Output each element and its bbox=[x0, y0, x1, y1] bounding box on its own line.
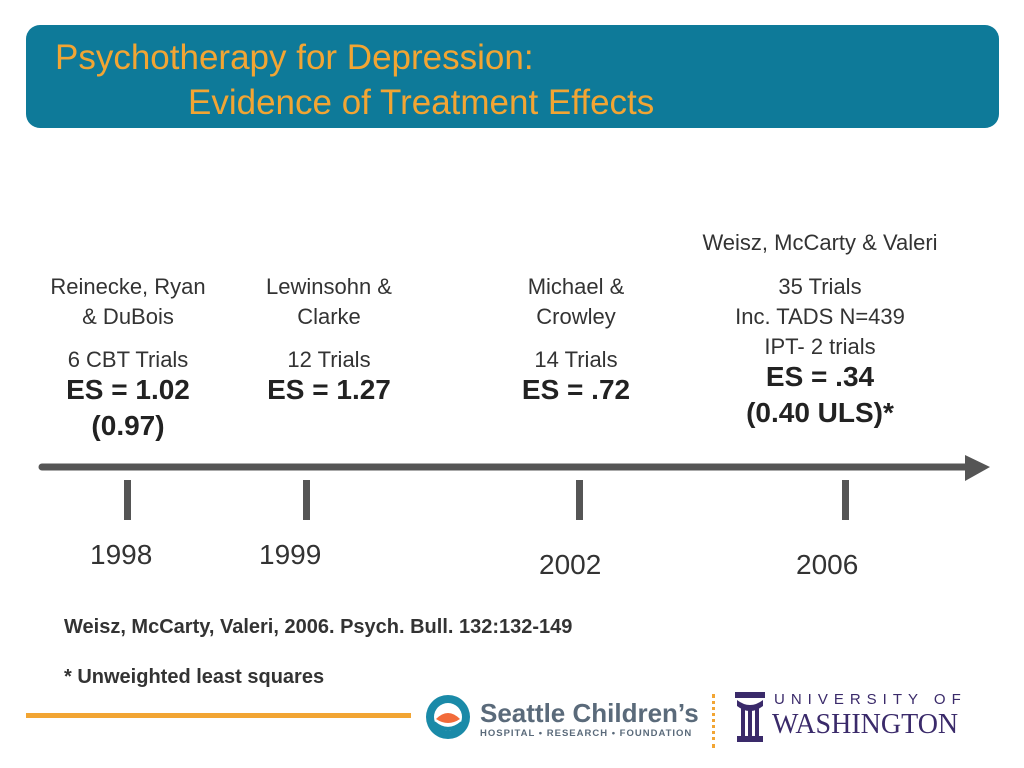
study-michael: Michael & Crowley 14 Trials ES = .72 bbox=[476, 272, 676, 408]
footnote: * Unweighted least squares bbox=[64, 666, 325, 688]
title-bar bbox=[26, 25, 999, 128]
study-authors: Michael & bbox=[527, 274, 625, 299]
uw-university-of: UNIVERSITY OF bbox=[774, 691, 967, 708]
year-label: 2006 bbox=[796, 549, 859, 580]
study-authors: Reinecke, Ryan bbox=[50, 274, 206, 299]
footer-divider bbox=[712, 694, 715, 748]
year-label: 1999 bbox=[259, 539, 322, 570]
study-trials: 12 Trials bbox=[287, 347, 371, 372]
study-lewinsohn: Lewinsohn & Clarke 12 Trials ES = 1.27 bbox=[229, 272, 429, 408]
study-effect-size: ES = .34 bbox=[765, 361, 875, 392]
footer-accent-line bbox=[26, 713, 411, 718]
seattle-childrens-name: Seattle Children’s bbox=[480, 698, 699, 728]
year-label: 2002 bbox=[539, 549, 602, 580]
uw-washington: WASHINGTON bbox=[772, 709, 959, 740]
study-authors: Weisz, McCarty & Valeri bbox=[702, 230, 938, 255]
study-reinecke: Reinecke, Ryan & DuBois 6 CBT Trials ES … bbox=[28, 272, 228, 444]
seattle-childrens-subtitle: HOSPITAL • RESEARCH • FOUNDATION bbox=[480, 728, 693, 739]
study-effect-size: ES = 1.27 bbox=[267, 374, 391, 405]
study-trials: 35 Trials bbox=[778, 274, 862, 299]
citation: Weisz, McCarty, Valeri, 2006. Psych. Bul… bbox=[64, 616, 573, 638]
timeline-tick-1998 bbox=[124, 480, 131, 520]
study-authors: & DuBois bbox=[82, 304, 174, 329]
study-authors: Crowley bbox=[536, 304, 616, 329]
study-authors: Clarke bbox=[297, 304, 361, 329]
seattle-childrens-logo-icon bbox=[426, 695, 470, 739]
study-trials: Inc. TADS N=439 bbox=[735, 304, 905, 329]
study-trials: IPT- 2 trials bbox=[764, 334, 876, 359]
study-authors: Lewinsohn & bbox=[266, 274, 392, 299]
study-weisz: Weisz, McCarty & Valeri 35 Trials Inc. T… bbox=[670, 228, 970, 431]
page-title-line2: Evidence of Treatment Effects bbox=[188, 83, 655, 122]
page-title-line1: Psychotherapy for Depression: bbox=[55, 38, 534, 77]
study-effect-size: ES = .72 bbox=[521, 374, 631, 405]
study-trials: 6 CBT Trials bbox=[67, 347, 189, 372]
study-effect-size: (0.97) bbox=[91, 410, 165, 441]
study-trials: 14 Trials bbox=[534, 347, 618, 372]
timeline-tick-1999 bbox=[303, 480, 310, 520]
study-effect-size: (0.40 ULS)* bbox=[746, 397, 894, 428]
timeline-tick-2002 bbox=[576, 480, 583, 520]
timeline-tick-2006 bbox=[842, 480, 849, 520]
uw-logo-icon bbox=[735, 692, 765, 742]
study-effect-size: ES = 1.02 bbox=[66, 374, 190, 405]
year-label: 1998 bbox=[90, 539, 153, 570]
